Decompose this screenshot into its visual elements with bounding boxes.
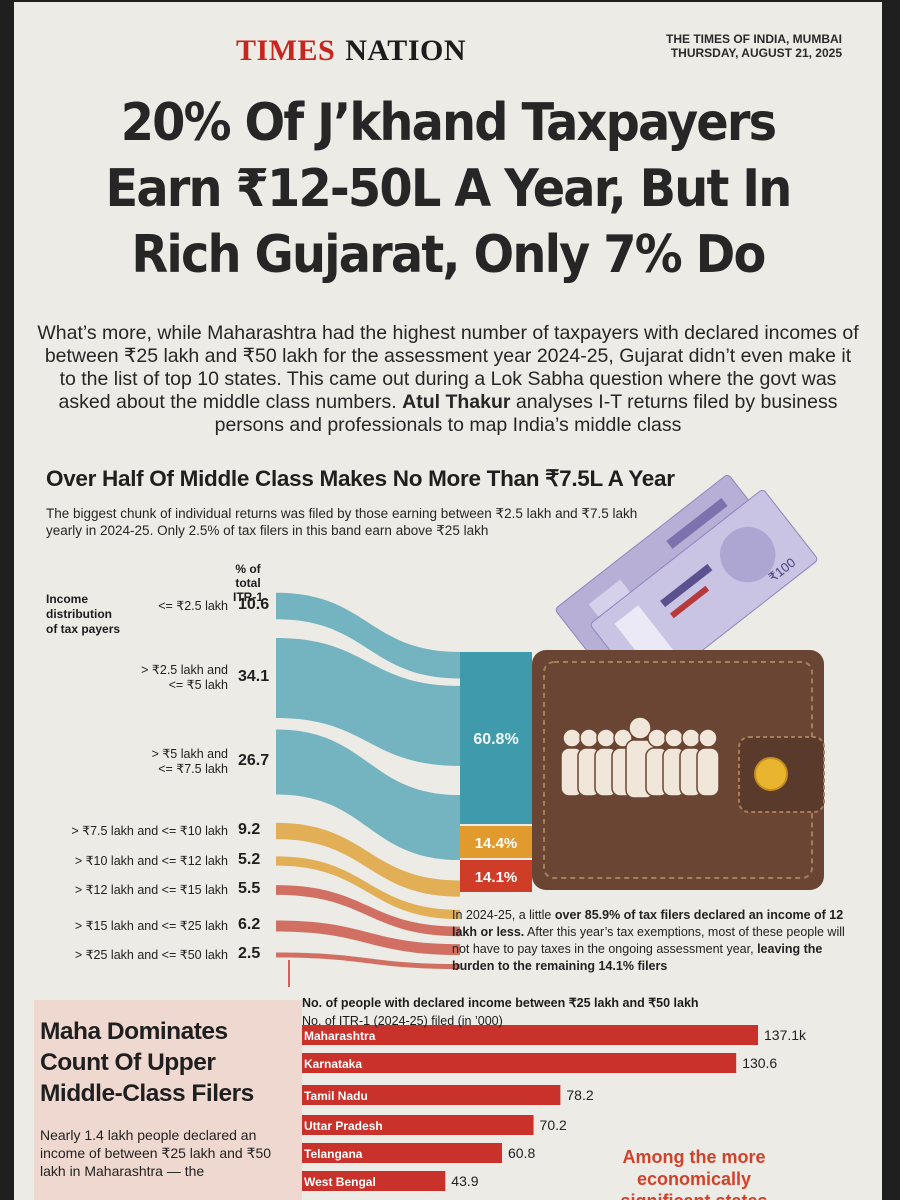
income-distribution-line-1: Income <box>46 592 89 606</box>
article-deck: What’s more, while Maharashtra had the h… <box>34 322 862 437</box>
income-band-label: > ₹2.5 lakh and <= ₹5 lakh <box>141 663 228 692</box>
maha-body: Nearly 1.4 lakh people declared an incom… <box>40 1127 272 1179</box>
deck-text-end: analyses I-T returns filed by business p… <box>214 391 838 436</box>
deck-text: What’s more, while Maharashtra had the h… <box>37 322 859 413</box>
income-group-bars: 60.8% 14.4% 14.1% <box>460 652 532 892</box>
deck-author: Atul Thakur <box>402 391 511 413</box>
value-column-header-line-2: ITR-1 <box>233 590 263 604</box>
dateline-paper: THE TIMES OF INDIA, MUMBAI <box>666 32 842 46</box>
state-bar-value: 137.1k <box>764 1027 807 1043</box>
income-band-label: > ₹15 lakh and <= ₹25 lakh <box>74 918 228 933</box>
among-callout: Among the more economically significant … <box>620 1147 767 1200</box>
income-band-value: 34.1 <box>238 668 270 685</box>
income-band-value: 26.7 <box>238 752 270 769</box>
income-group-label: 14.4% <box>475 835 518 852</box>
state-bar-label: Telangana <box>304 1147 363 1161</box>
income-flow-band <box>276 822 460 897</box>
income-group-bar <box>460 652 532 824</box>
currency-notes-illustration: ₹100 <box>555 474 818 695</box>
income-group-label: 14.1% <box>475 869 518 886</box>
state-bar-value: 78.2 <box>566 1087 593 1103</box>
income-flow-band <box>276 856 460 920</box>
income-distribution-line-3: of tax payers <box>46 622 121 636</box>
tax-note-text-2: After this year’s tax exemptions, most o… <box>452 925 845 956</box>
income-band-label: > ₹5 lakh and <= ₹7.5 lakh <box>151 747 228 776</box>
headline-line-1: 20% Of J’khand Taxpayers <box>120 93 777 153</box>
income-flow-band <box>276 729 460 861</box>
people-group-icon <box>560 716 720 799</box>
income-distribution-label: Income distribution of tax payers <box>46 592 120 637</box>
income-flow-band <box>276 952 460 969</box>
income-band-label: <= ₹2.5 lakh <box>158 598 228 613</box>
bar-chart-subtitle: No. of ITR-1 (2024-25) filed (in ’000) <box>302 1014 503 1028</box>
tax-note-bold: over 85.9% of tax filers declared an inc… <box>452 908 844 939</box>
chart-subtitle: The biggest chunk of individual returns … <box>46 506 638 538</box>
tax-note-text: In 2024-25, a little <box>452 908 555 922</box>
state-bar-chart: Maharashtra 137.1k Karnataka 130.6 Tamil Nad… <box>288 960 807 1191</box>
state-bar-value: 60.8 <box>508 1145 535 1161</box>
value-column-header-line-1: % of total <box>235 562 261 590</box>
state-bar <box>298 1025 758 1045</box>
headline-line-2: Earn ₹12-50L A Year, But In <box>105 159 793 219</box>
newspaper-page: TIMES NATION THE TIMES OF INDIA, MUMBAI T… <box>14 2 882 1200</box>
tax-note-bold-2: leaving the burden to the remaining 14.1… <box>452 942 823 973</box>
dateline: THE TIMES OF INDIA, MUMBAI THURSDAY, AUG… <box>666 32 842 60</box>
headline-line-3: Rich Gujarat, Only 7% Do <box>131 225 766 285</box>
income-flow-band <box>276 885 460 937</box>
state-bar-label: Uttar Pradesh <box>304 1119 383 1133</box>
state-bar-label: West Bengal <box>304 1175 376 1189</box>
masthead-nation: NATION <box>345 34 466 67</box>
income-band-value: 9.2 <box>238 821 261 838</box>
income-flow-band <box>276 592 460 679</box>
maha-sidebar-box <box>34 1000 302 1200</box>
state-bar-label: Maharashtra <box>304 1029 376 1043</box>
masthead-times: TIMES <box>236 34 336 67</box>
income-flow-chart <box>276 592 460 969</box>
state-bar-value: 70.2 <box>540 1117 567 1133</box>
income-band-value: 10.6 <box>238 596 270 613</box>
state-bar-label: Tamil Nadu <box>304 1089 368 1103</box>
maha-title: Maha Dominates Count Of Upper Middle-Cla… <box>40 1018 254 1107</box>
income-flow-band <box>276 920 460 956</box>
income-band-label: > ₹12 lakh and <= ₹15 lakh <box>74 882 228 897</box>
income-flow-band <box>276 638 460 766</box>
income-band-label: > ₹7.5 lakh and <= ₹10 lakh <box>71 823 228 838</box>
state-bar-value: 43.9 <box>451 1173 478 1189</box>
income-band-value: 6.2 <box>238 916 261 933</box>
state-bar-label: Karnataka <box>304 1057 362 1071</box>
chart-artwork: ₹100 60.8% 14.4% 14.1% Maharashtra 137.1k Ka… <box>276 474 825 1191</box>
bar-chart-title: No. of people with declared income betwe… <box>302 996 699 1010</box>
tax-note: In 2024-25, a little over 85.9% of tax f… <box>452 907 852 975</box>
chart-title: Over Half Of Middle Class Makes No More … <box>46 466 675 491</box>
income-group-bar <box>460 860 532 892</box>
state-bar <box>298 1053 737 1073</box>
state-bar <box>298 1171 446 1191</box>
headline: 20% Of J’khand Taxpayers Earn ₹12-50L A … <box>67 90 829 288</box>
income-band-value: 5.5 <box>238 880 261 897</box>
state-bar <box>298 1085 561 1105</box>
section-masthead: TIMES NATION <box>236 34 466 68</box>
income-band-label: > ₹10 lakh and <= ₹12 lakh <box>74 853 228 868</box>
income-band-value: 2.5 <box>238 945 261 962</box>
income-group-bar <box>460 826 532 858</box>
income-band-label: > ₹25 lakh and <= ₹50 lakh <box>74 947 228 962</box>
income-distribution-line-2: distribution <box>46 607 112 621</box>
state-bar <box>298 1115 534 1135</box>
income-band-value: 5.2 <box>238 851 261 868</box>
value-column-header: % of total ITR-1 <box>222 562 274 604</box>
dateline-date: THURSDAY, AUGUST 21, 2025 <box>670 46 842 60</box>
state-bar <box>298 1143 502 1163</box>
income-group-label: 60.8% <box>473 731 518 748</box>
state-bar-value: 130.6 <box>742 1055 777 1071</box>
